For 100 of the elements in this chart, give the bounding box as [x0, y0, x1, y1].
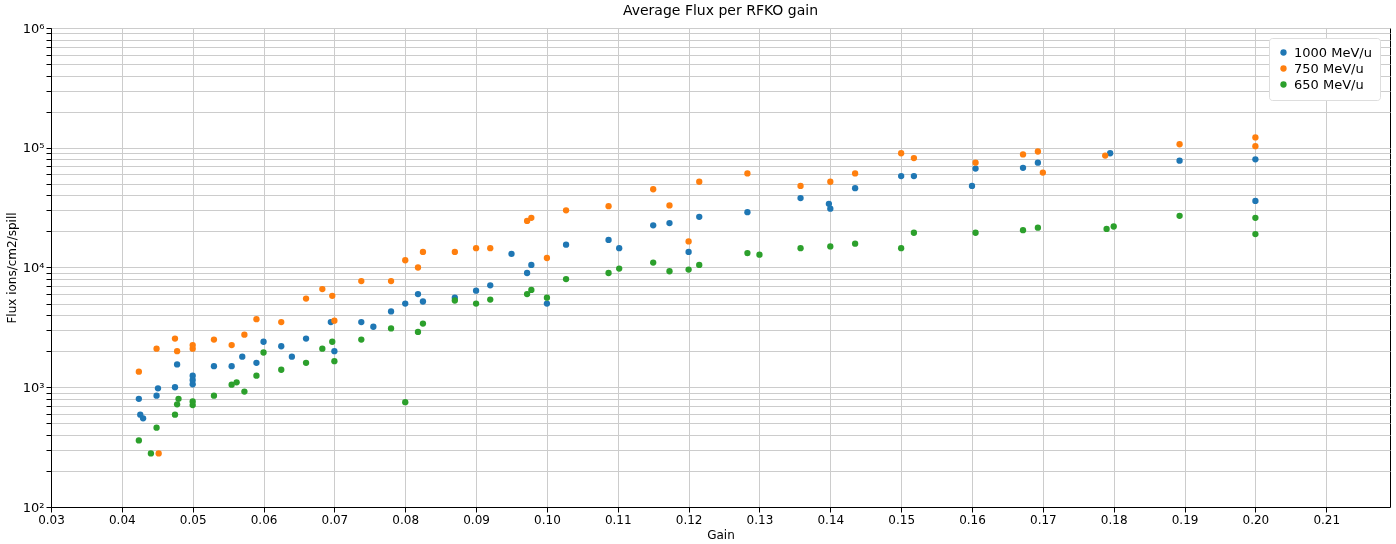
point: [827, 205, 834, 212]
point: [402, 257, 409, 264]
point: [1252, 214, 1259, 221]
point: [616, 245, 623, 252]
x-tick-label: 0.07: [321, 512, 349, 527]
point: [278, 318, 285, 326]
point: [797, 245, 804, 252]
point: [253, 359, 260, 366]
y-axis-title: Flux ions/cm2/spill: [4, 212, 19, 324]
point: [827, 178, 834, 185]
point: [329, 338, 336, 345]
point: [1252, 197, 1259, 205]
point: [387, 325, 395, 332]
y-tick-label: 10⁵: [22, 140, 45, 156]
point: [260, 349, 267, 356]
point: [1176, 157, 1183, 164]
point: [329, 292, 336, 299]
point: [210, 336, 218, 343]
point: [487, 245, 494, 252]
point: [487, 282, 494, 289]
point: [972, 159, 979, 166]
point: [402, 300, 409, 307]
x-tick-label: 0.09: [463, 512, 490, 527]
point: [528, 214, 535, 221]
point: [827, 243, 834, 250]
point: [260, 338, 267, 345]
point: [331, 348, 338, 355]
point: [1019, 164, 1027, 171]
point: [278, 343, 285, 350]
point: [1176, 212, 1183, 219]
point: [562, 275, 570, 283]
point: [387, 308, 395, 315]
point: [302, 295, 310, 302]
point: [331, 317, 338, 324]
point: [910, 229, 918, 236]
legend-label: 650 MeV/u: [1294, 76, 1364, 92]
point: [605, 269, 612, 277]
point: [523, 290, 531, 298]
point: [451, 248, 458, 256]
point: [685, 266, 692, 273]
point: [650, 259, 657, 266]
point: [605, 236, 612, 244]
point: [387, 277, 395, 285]
point: [1019, 227, 1027, 234]
point: [1103, 225, 1110, 233]
x-tick-label: 0.10: [534, 512, 561, 527]
point: [472, 300, 480, 307]
x-tick-label: 0.21: [1313, 512, 1341, 527]
x-tick-label: 0.03: [38, 512, 65, 527]
point: [562, 207, 570, 214]
point: [139, 415, 147, 422]
point: [173, 348, 181, 355]
point: [744, 208, 751, 216]
point: [135, 368, 143, 375]
point: [319, 285, 326, 293]
point: [528, 261, 535, 269]
point: [233, 379, 240, 386]
point: [210, 392, 218, 399]
point: [543, 254, 551, 262]
point: [1252, 143, 1259, 150]
point: [696, 213, 703, 220]
point: [605, 203, 612, 210]
point: [189, 398, 196, 405]
point: [898, 150, 905, 157]
point: [253, 372, 260, 379]
point: [528, 286, 535, 294]
point: [744, 249, 751, 257]
point: [288, 353, 296, 360]
point: [414, 290, 422, 298]
x-tick-label: 0.16: [959, 512, 986, 527]
point: [358, 277, 365, 285]
point: [171, 335, 179, 342]
point: [543, 300, 551, 307]
point: [851, 184, 859, 192]
point: [171, 384, 179, 391]
point: [562, 241, 570, 248]
x-tick-label: 0.06: [250, 512, 278, 527]
point: [696, 261, 703, 269]
point: [1110, 223, 1117, 230]
x-tick-label: 0.13: [746, 512, 774, 527]
point: [666, 219, 673, 227]
point: [756, 251, 763, 258]
point: [851, 170, 859, 177]
point: [302, 335, 310, 342]
point: [910, 154, 918, 162]
point: [1034, 159, 1042, 166]
x-tick-label: 0.05: [179, 512, 207, 527]
point: [331, 358, 338, 365]
x-tick-label: 0.04: [108, 512, 136, 527]
x-tick-label: 0.15: [888, 512, 916, 527]
point: [253, 316, 260, 323]
point: [472, 287, 480, 294]
chart-title: Average Flux per RFKO gain: [622, 2, 819, 18]
x-tick-label: 0.14: [817, 512, 845, 527]
point: [210, 363, 218, 370]
point: [968, 182, 976, 190]
point: [155, 450, 162, 457]
point: [1252, 156, 1259, 163]
point: [175, 395, 182, 403]
point: [1034, 148, 1042, 155]
